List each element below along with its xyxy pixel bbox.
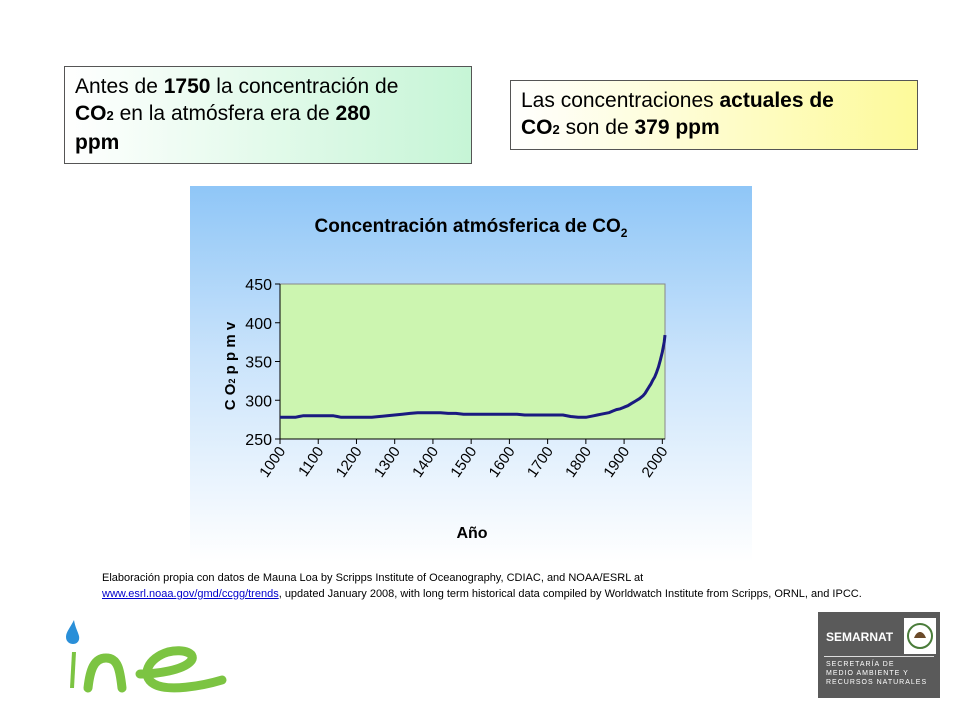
x-tick-label: 1900 (600, 444, 633, 481)
co2-chart: Concentración atmósferica de CO2 250 300 3… (222, 216, 672, 542)
callout-left-co: CO (75, 102, 107, 125)
y-tick-label: 450 (245, 277, 272, 294)
x-tick-label: 1800 (562, 444, 595, 481)
co2-series-line (280, 334, 667, 419)
source-text-2: , updated January 2008, with long term h… (278, 588, 862, 600)
callout-right-text: Las concentraciones (521, 89, 720, 112)
chart-panel: Concentración atmósferica de CO2 250 300 3… (190, 186, 752, 562)
ine-logo (66, 620, 227, 693)
x-tick-label: 1700 (524, 444, 557, 481)
y-tick-label: 400 (245, 316, 272, 333)
callout-left-text: Antes de (75, 75, 164, 98)
x-tick-label: 1200 (333, 444, 366, 481)
semarnat-subtitle: SECRETARÍA DE MEDIO AMBIENTE Y RECURSOS … (826, 661, 928, 686)
x-axis-label: Año (456, 525, 487, 542)
callout-left-text-2: la concentración de (210, 75, 399, 98)
callout-pre-1750: Antes de 1750 la concentración de CO2 en… (64, 66, 472, 164)
callout-left-unit: ppm (75, 131, 120, 154)
x-tick-label: 1400 (409, 444, 442, 481)
callout-right-actuales: actuales de (719, 89, 834, 112)
callout-current: Las concentraciones actuales de CO2 son … (510, 80, 918, 150)
x-tick-label: 1300 (371, 444, 404, 481)
y-axis-label: C O2 p p m v (222, 321, 239, 410)
source-link[interactable]: www.esrl.noaa.gov/gmd/ccgg/trends (102, 588, 279, 600)
x-tick-label: 1600 (486, 444, 519, 481)
callout-right-text-2: son de (559, 116, 635, 139)
source-text: Elaboración propia con datos de Mauna Lo… (102, 572, 644, 584)
x-tick-label: 2000 (639, 444, 672, 481)
chart-title: Concentración atmósferica de CO2 (315, 216, 628, 240)
callout-left-value: 280 (335, 102, 371, 125)
x-tick-label: 1100 (295, 444, 327, 480)
callout-right-co-sub: 2 (552, 122, 560, 137)
y-tick-label: 300 (245, 393, 272, 410)
callout-left-year: 1750 (163, 75, 211, 98)
x-tick-label: 1000 (256, 444, 289, 481)
y-tick-label: 250 (245, 432, 272, 449)
x-tick-label: 1500 (447, 444, 480, 481)
callout-left-co-sub: 2 (106, 108, 114, 123)
mexico-emblem-icon (904, 618, 936, 654)
callout-left-text-3: en la atmósfera era de (113, 102, 336, 125)
callout-right-co: CO (521, 116, 553, 139)
y-tick-label: 350 (245, 355, 272, 372)
semarnat-divider (824, 656, 934, 657)
source-note: Elaboración propia con datos de Mauna Lo… (102, 570, 882, 602)
callout-right-value: 379 ppm (634, 116, 720, 139)
semarnat-logo: SEMARNAT SECRETARÍA DE MEDIO AMBIENTE Y … (818, 612, 940, 698)
semarnat-name: SEMARNAT (826, 630, 894, 644)
